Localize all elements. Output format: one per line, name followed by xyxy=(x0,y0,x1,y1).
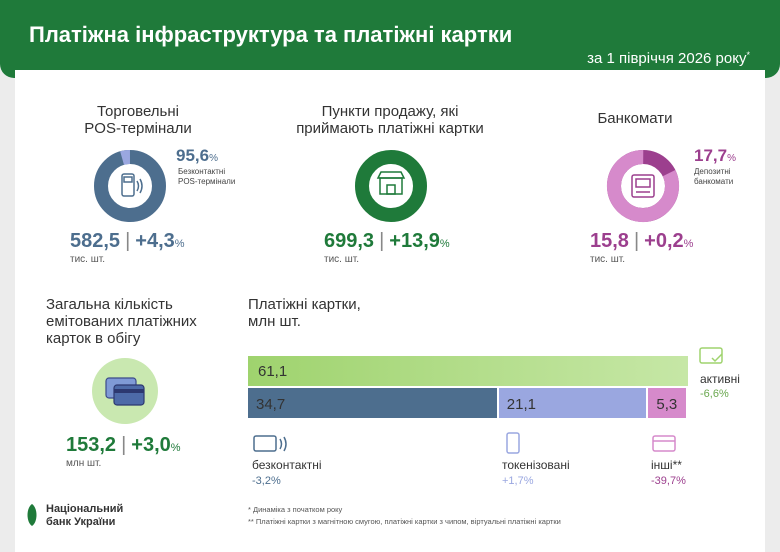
bar-active xyxy=(248,356,688,386)
store-icon xyxy=(376,171,406,195)
legend-tokenized: токенізовані xyxy=(502,458,570,472)
nbu-logo-text: Національний банк України xyxy=(46,503,124,528)
points-heading: Пункти продажу, які приймають платіжні к… xyxy=(285,103,495,137)
atm-heading: Банкомати xyxy=(597,110,673,127)
contactless-card-icon xyxy=(253,435,287,452)
header-banner: Платіжна інфраструктура та платіжні карт… xyxy=(0,0,780,78)
bar-segment-label-інші: 5,3 xyxy=(656,396,678,413)
credit-cards-icon xyxy=(105,377,145,406)
legend-contactless-change: -3,2% xyxy=(252,475,281,487)
atm-donut xyxy=(607,150,679,222)
pos-donut-share xyxy=(94,150,166,222)
pos-share-label: Безконтактні POS-термінали xyxy=(178,167,236,186)
phone-icon xyxy=(506,432,520,454)
cards-circle xyxy=(92,358,158,424)
pos-heading: Торговельні POS-термінали xyxy=(58,103,218,137)
page-title: Платіжна інфраструктура та платіжні карт… xyxy=(29,22,513,47)
atm-unit: тис. шт. xyxy=(590,254,625,265)
points-heading-line2: приймають платіжні картки xyxy=(296,120,484,137)
pos-terminal-icon xyxy=(121,173,143,197)
legend-contactless: безконтактні xyxy=(252,458,322,472)
legend-other-change: -39,7% xyxy=(651,475,686,487)
bar-active-label: 61,1 xyxy=(258,363,288,380)
card-check-icon xyxy=(699,347,723,364)
pos-donut-ring xyxy=(94,150,166,222)
cards-total: 153,2 | +3,0% xyxy=(66,434,181,456)
atm-icon xyxy=(631,174,655,198)
legend-active: активні xyxy=(700,372,740,386)
cards-unit: млн шт. xyxy=(66,458,102,469)
period-text: за 1 півріччя 2026 року xyxy=(587,50,747,67)
points-total: 699,3 | +13,9% xyxy=(324,230,450,252)
pos-heading-line2: POS-термінали xyxy=(84,120,192,137)
footnote-1: * Динаміка з початком року xyxy=(248,505,343,514)
atm-share-label: Депозитні банкомати xyxy=(694,167,734,186)
period-label: за 1 півріччя 2026 року* xyxy=(587,50,750,67)
bar-segment-інші xyxy=(648,388,686,418)
nbu-logo-icon xyxy=(27,504,37,526)
atm-share-value: 17,7% xyxy=(694,146,736,165)
legend-tokenized-change: +1,7% xyxy=(502,475,534,487)
bar-segment-label-безконтактні: 34,7 xyxy=(256,396,286,413)
points-donut xyxy=(355,150,427,222)
pos-total: 582,5 | +4,3% xyxy=(70,230,185,252)
atm-donut-share xyxy=(607,150,679,222)
legend-other: інші** xyxy=(651,458,682,472)
period-footnote-mark: * xyxy=(746,50,750,60)
pos-heading-line1: Торговельні xyxy=(97,103,179,120)
points-donut-ring xyxy=(355,150,427,222)
bar-segment-label-токенізовані: 21,1 xyxy=(506,396,536,413)
card-icon xyxy=(652,435,676,452)
pos-unit: тис. шт. xyxy=(70,254,105,265)
bar-segment-токенізовані xyxy=(498,388,647,418)
footnote-2: ** Платіжні картки з магнітною смугою, п… xyxy=(248,517,561,526)
pos-donut xyxy=(94,150,166,222)
pos-share-value: 95,6% xyxy=(176,146,218,165)
atm-total: 15,8 | +0,2% xyxy=(590,230,694,252)
active-change: -6,6% xyxy=(700,388,729,400)
bar-segment-безконтактні xyxy=(248,388,497,418)
chart-title: Платіжні картки, млн шт. xyxy=(248,296,361,330)
points-heading-line1: Пункти продажу, які xyxy=(321,103,459,120)
points-unit: тис. шт. xyxy=(324,254,359,265)
cards-heading: Загальна кількість емітованих платіжних … xyxy=(46,296,197,347)
